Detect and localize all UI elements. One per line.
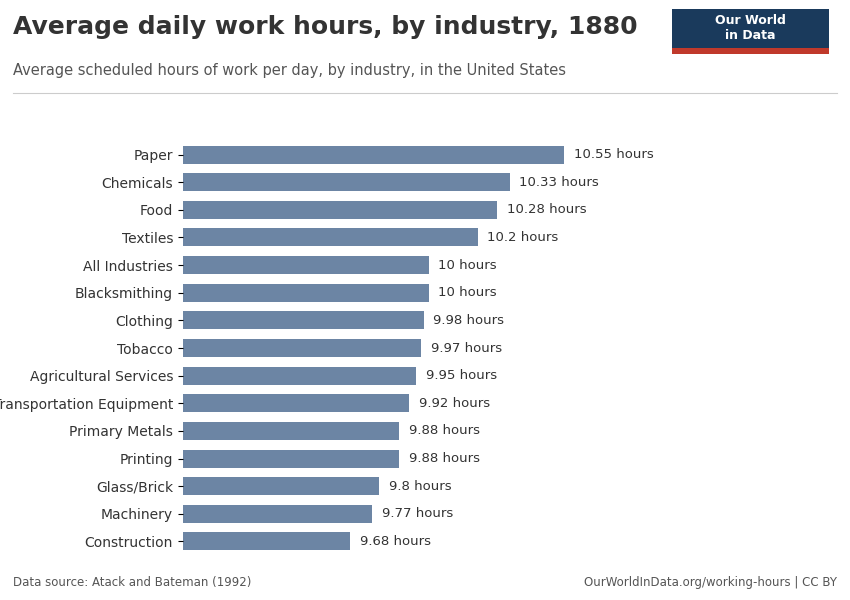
Bar <box>183 146 564 164</box>
Bar <box>183 477 379 495</box>
Bar <box>183 284 428 302</box>
Text: 10 hours: 10 hours <box>439 259 497 272</box>
Bar <box>183 532 350 550</box>
Bar <box>183 173 510 191</box>
Bar <box>183 229 478 247</box>
Text: 10.28 hours: 10.28 hours <box>507 203 586 217</box>
Text: 9.68 hours: 9.68 hours <box>360 535 431 548</box>
Text: 10 hours: 10 hours <box>439 286 497 299</box>
Text: 10.33 hours: 10.33 hours <box>519 176 599 189</box>
Bar <box>183 201 497 219</box>
Bar <box>183 449 399 467</box>
Bar <box>183 256 428 274</box>
Bar <box>183 394 409 412</box>
Text: 9.97 hours: 9.97 hours <box>431 341 502 355</box>
Bar <box>183 367 416 385</box>
Bar <box>183 339 421 357</box>
Text: 9.8 hours: 9.8 hours <box>389 479 452 493</box>
Text: 9.77 hours: 9.77 hours <box>382 507 453 520</box>
Text: 9.95 hours: 9.95 hours <box>426 369 497 382</box>
Text: Our World
in Data: Our World in Data <box>715 14 785 42</box>
Bar <box>183 422 399 440</box>
Bar <box>183 311 423 329</box>
Text: 9.98 hours: 9.98 hours <box>434 314 504 327</box>
Text: 9.88 hours: 9.88 hours <box>409 424 480 437</box>
Text: 10.55 hours: 10.55 hours <box>574 148 654 161</box>
Text: 9.88 hours: 9.88 hours <box>409 452 480 465</box>
Text: OurWorldInData.org/working-hours | CC BY: OurWorldInData.org/working-hours | CC BY <box>584 576 837 589</box>
Text: Average daily work hours, by industry, 1880: Average daily work hours, by industry, 1… <box>13 15 638 39</box>
Text: Average scheduled hours of work per day, by industry, in the United States: Average scheduled hours of work per day,… <box>13 63 566 78</box>
Bar <box>183 505 372 523</box>
Text: 10.2 hours: 10.2 hours <box>488 231 558 244</box>
Text: 9.92 hours: 9.92 hours <box>419 397 490 410</box>
Text: Data source: Atack and Bateman (1992): Data source: Atack and Bateman (1992) <box>13 576 251 589</box>
